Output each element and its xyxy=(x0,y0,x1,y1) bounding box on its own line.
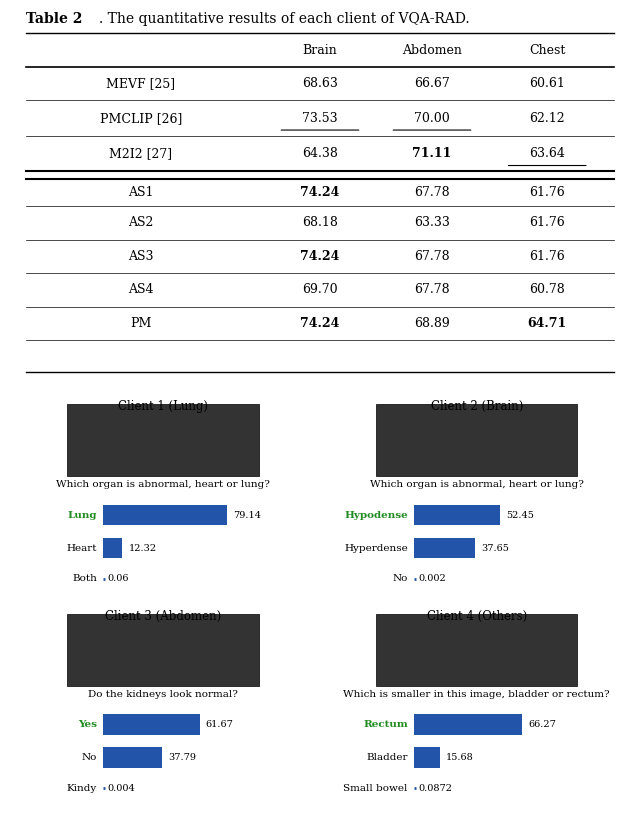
Text: 15.68: 15.68 xyxy=(446,753,474,762)
Text: Which is smaller in this image, bladder or rectum?: Which is smaller in this image, bladder … xyxy=(344,690,610,699)
Text: 71.11: 71.11 xyxy=(412,147,452,160)
Text: Do the kidneys look normal?: Do the kidneys look normal? xyxy=(88,690,238,699)
Text: Bladder: Bladder xyxy=(366,753,408,762)
Text: Brain: Brain xyxy=(303,44,337,57)
Text: 60.78: 60.78 xyxy=(529,283,565,296)
Bar xyxy=(103,747,162,768)
Text: 37.79: 37.79 xyxy=(168,753,196,762)
Text: 12.32: 12.32 xyxy=(129,544,156,553)
Text: PMCLIP [26]: PMCLIP [26] xyxy=(100,112,182,125)
Text: No: No xyxy=(82,753,97,762)
Text: Small bowel: Small bowel xyxy=(344,784,408,792)
Bar xyxy=(414,747,440,768)
Text: 64.38: 64.38 xyxy=(302,147,338,160)
Text: 0.002: 0.002 xyxy=(419,575,447,583)
Text: Client 3 (Abdomen): Client 3 (Abdomen) xyxy=(105,609,221,622)
Text: 68.89: 68.89 xyxy=(414,317,450,330)
Text: 73.53: 73.53 xyxy=(302,112,338,125)
Text: No: No xyxy=(392,575,408,583)
Text: 0.004: 0.004 xyxy=(108,784,135,792)
Text: 37.65: 37.65 xyxy=(482,544,509,553)
Text: Client 4 (Others): Client 4 (Others) xyxy=(427,609,527,622)
Text: 68.18: 68.18 xyxy=(302,216,338,229)
Text: Hyperdense: Hyperdense xyxy=(344,544,408,553)
Bar xyxy=(414,538,476,558)
Bar xyxy=(414,714,522,735)
Bar xyxy=(103,538,122,558)
Text: AS4: AS4 xyxy=(128,283,154,296)
Text: 67.78: 67.78 xyxy=(414,250,450,263)
Text: Which organ is abnormal, heart or lung?: Which organ is abnormal, heart or lung? xyxy=(370,480,584,489)
Text: Lung: Lung xyxy=(68,511,97,520)
Text: Both: Both xyxy=(72,575,97,583)
Text: 52.45: 52.45 xyxy=(506,511,534,520)
Bar xyxy=(414,505,500,525)
Text: Hypodense: Hypodense xyxy=(344,511,408,520)
Text: Client 1 (Lung): Client 1 (Lung) xyxy=(118,400,208,413)
Text: 60.61: 60.61 xyxy=(529,77,565,90)
Bar xyxy=(103,505,227,525)
Text: Client 2 (Brain): Client 2 (Brain) xyxy=(431,400,523,413)
Text: 66.67: 66.67 xyxy=(414,77,450,90)
Bar xyxy=(376,405,577,476)
Text: 67.78: 67.78 xyxy=(414,186,450,199)
Text: 66.27: 66.27 xyxy=(529,720,556,729)
Text: MEVF [25]: MEVF [25] xyxy=(106,77,175,90)
Text: 79.14: 79.14 xyxy=(233,511,261,520)
Text: Table 2: Table 2 xyxy=(26,11,82,25)
Text: 61.76: 61.76 xyxy=(529,250,565,263)
Bar xyxy=(67,405,259,476)
Bar xyxy=(67,614,259,686)
Text: 61.76: 61.76 xyxy=(529,186,565,199)
Text: 74.24: 74.24 xyxy=(300,317,340,330)
Text: 69.70: 69.70 xyxy=(302,283,338,296)
Text: 63.64: 63.64 xyxy=(529,147,565,160)
Text: 0.06: 0.06 xyxy=(108,575,129,583)
Text: 74.24: 74.24 xyxy=(300,186,340,199)
Text: M2I2 [27]: M2I2 [27] xyxy=(109,147,172,160)
Text: Heart: Heart xyxy=(67,544,97,553)
Text: 64.71: 64.71 xyxy=(527,317,567,330)
Text: PM: PM xyxy=(130,317,152,330)
Text: Rectum: Rectum xyxy=(363,720,408,729)
Text: AS2: AS2 xyxy=(128,216,154,229)
Text: Which organ is abnormal, heart or lung?: Which organ is abnormal, heart or lung? xyxy=(56,480,270,489)
Text: . The quantitative results of each client of VQA-RAD.: . The quantitative results of each clien… xyxy=(99,11,470,25)
Text: 63.33: 63.33 xyxy=(414,216,450,229)
Text: 61.76: 61.76 xyxy=(529,216,565,229)
Bar xyxy=(376,614,577,686)
Text: Kindy: Kindy xyxy=(67,784,97,792)
Text: 61.67: 61.67 xyxy=(205,720,234,729)
Text: Abdomen: Abdomen xyxy=(402,44,462,57)
Text: 70.00: 70.00 xyxy=(414,112,450,125)
Text: 67.78: 67.78 xyxy=(414,283,450,296)
Text: Chest: Chest xyxy=(529,44,565,57)
Text: 62.12: 62.12 xyxy=(529,112,565,125)
Text: AS1: AS1 xyxy=(128,186,154,199)
Text: 0.0872: 0.0872 xyxy=(419,784,452,792)
Text: 68.63: 68.63 xyxy=(302,77,338,90)
Text: Yes: Yes xyxy=(78,720,97,729)
Text: AS3: AS3 xyxy=(128,250,154,263)
Text: 74.24: 74.24 xyxy=(300,250,340,263)
Bar xyxy=(103,714,200,735)
